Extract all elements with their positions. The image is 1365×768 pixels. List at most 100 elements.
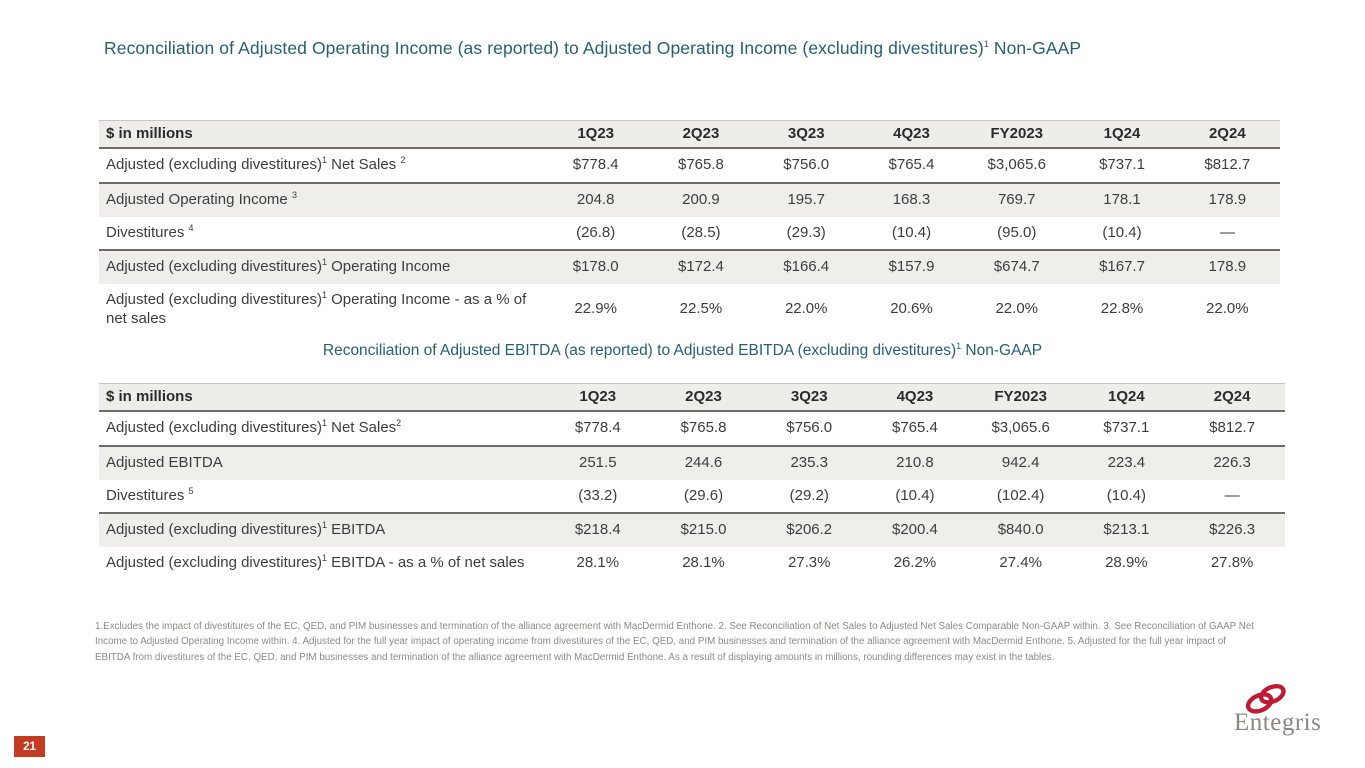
operating-income-reconciliation-table: $ in millions 1Q23 2Q23 3Q23 4Q23 FY2023 1Q24 2… (99, 120, 1280, 336)
period-header: FY2023 (967, 383, 1074, 412)
period-header: 4Q23 (858, 120, 965, 149)
cell-value: — (1174, 216, 1280, 252)
row-label: Adjusted (excluding divestitures)1 EBITD… (106, 553, 525, 572)
table-row: Divestitures 5 (33.2) (29.6) (29.2) (10.4) (1… (99, 479, 1285, 515)
cell-value: $166.4 (783, 258, 830, 276)
cell-value: 769.7 (997, 190, 1036, 208)
table-row: Adjusted (excluding divestitures)1 Net S… (99, 411, 1285, 447)
cell-value: 235.3 (790, 453, 828, 471)
table-row: Adjusted (excluding divestitures)1 Opera… (99, 250, 1280, 284)
ebitda-section-title: Reconciliation of Adjusted EBITDA (as re… (322, 340, 1043, 359)
table-row: Divestitures 4 (26.8) (28.5) (29.3) (10.4) (9… (99, 216, 1280, 252)
cell-value: 178.9 (1208, 190, 1247, 208)
cell-value: 22.0% (784, 300, 828, 318)
cell-value: 226.3 (1213, 453, 1251, 471)
cell-value: (29.3) (753, 216, 859, 252)
cell-value: 251.5 (579, 453, 617, 471)
period-header: FY2023 (964, 120, 1070, 149)
cell-value: $778.4 (544, 411, 651, 447)
cell-value: 28.1% (576, 554, 620, 571)
operating-income-reconciliation-table: $ in millions 1Q23 2Q23 3Q23 4Q23 FY2023 1Q24 2… (99, 120, 1280, 336)
cell-value: $226.3 (1209, 521, 1256, 539)
table-row: Adjusted (excluding divestitures)1 Net S… (99, 148, 1280, 184)
cell-value: (29.6) (650, 479, 757, 515)
entegris-logo: Entegris (1234, 684, 1321, 735)
cell-value: (95.0) (964, 216, 1070, 252)
cell-value: $765.4 (858, 148, 965, 184)
cell-value: $737.1 (1073, 411, 1180, 447)
cell-value: 178.9 (1208, 258, 1247, 276)
cell-value: 22.8% (1100, 300, 1144, 318)
cell-value: $215.0 (680, 521, 727, 539)
cell-value: $765.4 (862, 411, 968, 447)
cell-value: 22.0% (1206, 300, 1249, 318)
cell-value: $178.0 (572, 258, 619, 276)
table-row: Adjusted (excluding divestitures)1 EBITD… (99, 547, 1285, 580)
cell-value: 942.4 (1001, 453, 1040, 471)
cell-value: 28.1% (682, 554, 725, 571)
cell-value: 27.4% (999, 554, 1042, 571)
cell-value: 204.8 (576, 190, 615, 208)
cell-value: 178.1 (1103, 190, 1141, 208)
footnotes: 1.Excludes the impact of divestitures of… (95, 621, 1254, 663)
units-header: $ in millions (99, 120, 544, 149)
cell-value: (28.5) (648, 216, 754, 252)
table-row: Adjusted EBITDA 251.5 244.6 235.3 210.8 942.4… (99, 445, 1285, 480)
cell-value: $737.1 (1069, 148, 1175, 184)
table-row: Adjusted (excluding divestitures)1 EBITD… (99, 513, 1285, 547)
cell-value: $812.7 (1179, 411, 1285, 447)
period-header: 1Q23 (543, 120, 649, 149)
cell-value: 27.3% (787, 554, 831, 571)
cell-value: (10.4) (1069, 216, 1175, 252)
cell-value: $812.7 (1174, 148, 1280, 184)
period-header: 1Q24 (1073, 383, 1180, 412)
cell-value: 22.9% (574, 300, 617, 318)
cell-value: $200.4 (891, 521, 938, 539)
row-label: Adjusted (excluding divestitures)1 Net S… (99, 148, 544, 184)
cell-value: (102.4) (967, 479, 1074, 515)
cell-value: 22.5% (679, 300, 723, 318)
cell-value: 27.8% (1210, 554, 1254, 571)
cell-value: (26.8) (543, 216, 649, 252)
cell-value: 244.6 (684, 453, 723, 471)
cell-value: $765.8 (650, 411, 757, 447)
period-header: 3Q23 (753, 120, 859, 149)
cell-value: 20.6% (890, 300, 933, 318)
table-header-row: $ in millions 1Q23 2Q23 3Q23 4Q23 FY2023 1Q24 2… (99, 120, 1280, 149)
period-header: 4Q23 (862, 383, 968, 412)
period-header: 1Q24 (1069, 120, 1175, 149)
cell-value: $213.1 (1103, 521, 1150, 539)
cell-value: (10.4) (1073, 479, 1180, 515)
cell-value: $756.0 (753, 148, 859, 184)
cell-value: 195.7 (787, 190, 825, 208)
row-label: Adjusted (excluding divestitures)1 EBITD… (106, 520, 386, 539)
cell-value: $157.9 (888, 258, 935, 276)
cell-value: $778.4 (543, 148, 649, 184)
period-header: 2Q24 (1179, 383, 1285, 412)
cell-value: $765.8 (648, 148, 754, 184)
entegris-rings-icon (1245, 684, 1286, 714)
cell-value: 22.0% (995, 300, 1039, 318)
ebitda-reconciliation-table: $ in millions 1Q23 2Q23 3Q23 4Q23 FY2023 1Q24 2… (99, 383, 1285, 580)
page-number-badge: 21 (14, 736, 45, 757)
cell-value: 28.9% (1105, 554, 1148, 571)
cell-value: $167.7 (1099, 258, 1145, 276)
table-row: Adjusted (excluding divestitures)1 Opera… (99, 284, 1280, 336)
cell-value: $3,065.6 (967, 411, 1074, 447)
row-label: Adjusted Operating Income 3 (106, 189, 297, 208)
page-title: Reconciliation of Adjusted Operating Inc… (104, 38, 1082, 58)
table-header-row: $ in millions 1Q23 2Q23 3Q23 4Q23 FY2023 1Q24 2… (99, 383, 1285, 412)
cell-value: (10.4) (858, 216, 965, 252)
cell-value: $206.2 (786, 521, 833, 539)
units-header: $ in millions (99, 383, 545, 412)
cell-value: 200.9 (682, 190, 720, 208)
cell-value: 210.8 (896, 453, 934, 471)
cell-value: (33.2) (544, 479, 651, 515)
cell-value: $218.4 (574, 521, 621, 539)
table-row: Adjusted Operating Income 3 204.8 200.9 195… (99, 182, 1280, 217)
cell-value: (29.2) (756, 479, 863, 515)
cell-value: $840.0 (997, 521, 1044, 539)
ebitda-reconciliation-table: $ in millions 1Q23 2Q23 3Q23 4Q23 FY2023 1Q24 2… (99, 383, 1285, 580)
cell-value: — (1179, 479, 1285, 515)
